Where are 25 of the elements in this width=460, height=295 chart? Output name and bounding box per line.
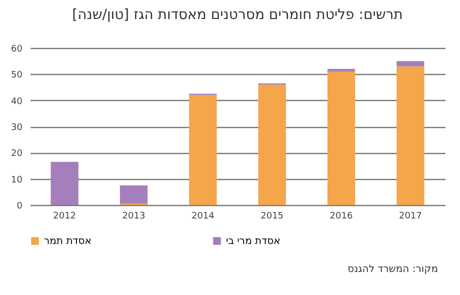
x-tick-label: 2015 bbox=[260, 212, 284, 222]
text: מקור: המשרד להגנס bbox=[348, 264, 438, 275]
x-tick-label: 2016 bbox=[330, 212, 353, 222]
y-tick-label: 50 bbox=[11, 70, 23, 81]
legend-label: אסדת תמר bbox=[44, 236, 92, 247]
bar bbox=[120, 185, 148, 204]
x-tick-label: 2012 bbox=[53, 212, 76, 222]
y-tick-label: 20 bbox=[11, 149, 23, 160]
bar bbox=[189, 95, 217, 205]
y-tick-label: 30 bbox=[11, 123, 23, 133]
y-tick-label: 0 bbox=[16, 202, 23, 212]
bar bbox=[327, 72, 356, 205]
x-tick-label: 2017 bbox=[398, 212, 422, 222]
y-tick-label: 40 bbox=[11, 96, 23, 107]
chart-title: תרשים: פליטת חומרים מסרטנים מאסדות הגז [טון/שנה] bbox=[72, 7, 403, 23]
y-tick-label: 60 bbox=[11, 44, 23, 54]
y-tick-label: 10 bbox=[11, 175, 23, 186]
legend-label: אסדת מרי בי bbox=[226, 236, 280, 247]
bar bbox=[50, 162, 78, 205]
bar bbox=[396, 61, 424, 66]
x-tick-label: 2014 bbox=[191, 212, 215, 222]
x-tick-label: 2013 bbox=[122, 212, 146, 222]
bar bbox=[327, 68, 356, 72]
bar bbox=[396, 66, 424, 205]
bar bbox=[258, 84, 286, 205]
